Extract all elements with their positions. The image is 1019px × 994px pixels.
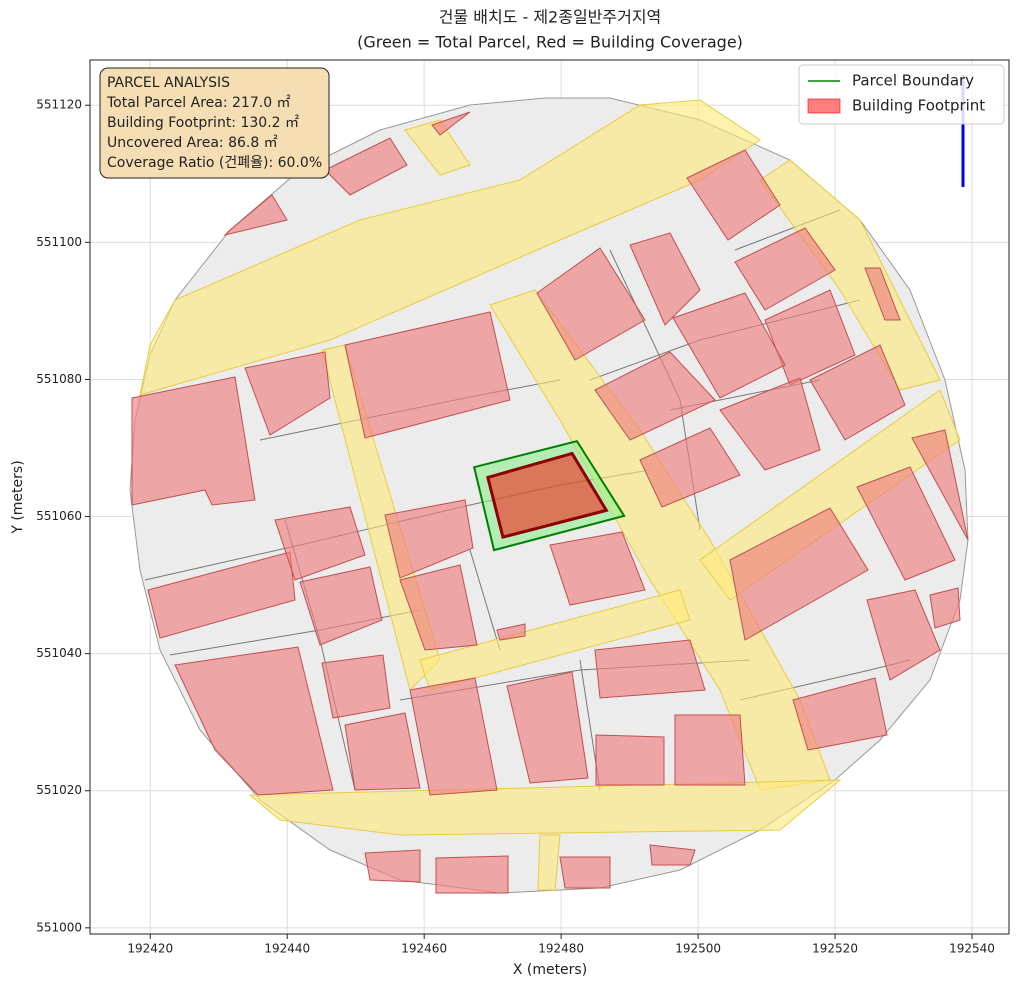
building (324, 137, 408, 196)
road (139, 99, 761, 396)
building (244, 351, 331, 436)
legend-label: Parcel Boundary (852, 72, 974, 90)
building (364, 849, 421, 883)
building (344, 712, 421, 791)
x-tick-label: 192520 (812, 942, 858, 956)
building (734, 227, 836, 311)
y-tick-label: 551120 (36, 98, 82, 112)
building (674, 714, 746, 786)
building (672, 292, 786, 399)
annotation-line: Total Parcel Area: 217.0 ㎡ (106, 95, 291, 111)
building (809, 344, 906, 441)
x-tick-label: 192420 (127, 942, 173, 956)
building (431, 111, 471, 136)
x-tick-label: 192540 (949, 942, 995, 956)
road (537, 834, 561, 891)
context-map (129, 75, 969, 894)
legend-frame (798, 64, 1005, 125)
building (506, 671, 589, 784)
legend-label: Building Footprint (852, 97, 985, 115)
building (174, 646, 334, 796)
x-tick-label: 192440 (264, 942, 310, 956)
annotation-frame (99, 67, 330, 179)
y-tick-label: 551000 (36, 920, 82, 934)
chart-subtitle: (Green = Total Parcel, Red = Building Co… (357, 33, 743, 52)
building (929, 587, 961, 629)
target-parcel (472, 439, 626, 552)
building (549, 531, 646, 606)
building (686, 149, 781, 241)
y-tick-label: 551060 (36, 509, 82, 523)
building (496, 623, 526, 641)
legend: Parcel Boundary Building Footprint (798, 64, 1005, 125)
road (404, 119, 471, 176)
building (729, 507, 869, 641)
building (435, 855, 509, 894)
annotation-line: PARCEL ANALYSIS (107, 75, 230, 91)
annotation-box: PARCEL ANALYSIS Total Parcel Area: 217.0 … (99, 67, 330, 179)
axes-frame (89, 59, 1010, 935)
building (792, 677, 888, 751)
building (719, 377, 821, 471)
y-axis-label: Y (meters) (10, 460, 26, 534)
building (911, 429, 969, 541)
legend-swatch (807, 98, 841, 114)
building (856, 466, 956, 581)
buildings (131, 111, 969, 894)
building (866, 589, 941, 681)
annotation-line: Building Footprint: 130.2 ㎡ (107, 115, 299, 131)
building (639, 427, 741, 508)
building (595, 734, 665, 786)
building (321, 654, 391, 719)
building (274, 506, 366, 581)
annotation-line: Uncovered Area: 86.8 ㎡ (107, 135, 278, 151)
y-tick-label: 551020 (36, 783, 82, 797)
x-tick-label: 192500 (675, 942, 721, 956)
x-tick-label: 192480 (538, 942, 584, 956)
building (649, 844, 696, 866)
building-polygon (486, 451, 609, 539)
building (594, 639, 706, 699)
y-tick-label: 551100 (36, 235, 82, 249)
building (409, 677, 498, 796)
building (299, 566, 383, 646)
building (223, 194, 288, 236)
building (384, 499, 474, 579)
building (629, 232, 701, 326)
building (864, 267, 901, 321)
building (131, 376, 256, 506)
building (536, 247, 646, 361)
x-tick-label: 192460 (401, 942, 447, 956)
building (399, 564, 478, 651)
x-axis-label: X (meters) (513, 962, 587, 978)
building (344, 311, 511, 439)
building (559, 856, 611, 889)
annotation-line: Coverage Ratio (건폐율): 60.0% (107, 155, 322, 171)
building (594, 351, 716, 441)
road (419, 589, 691, 691)
chart-title: 건물 배치도 - 제2종일반주거지역 (439, 8, 662, 27)
y-tick-label: 551040 (36, 646, 82, 660)
building (147, 551, 296, 639)
y-tick-label: 551080 (36, 372, 82, 386)
